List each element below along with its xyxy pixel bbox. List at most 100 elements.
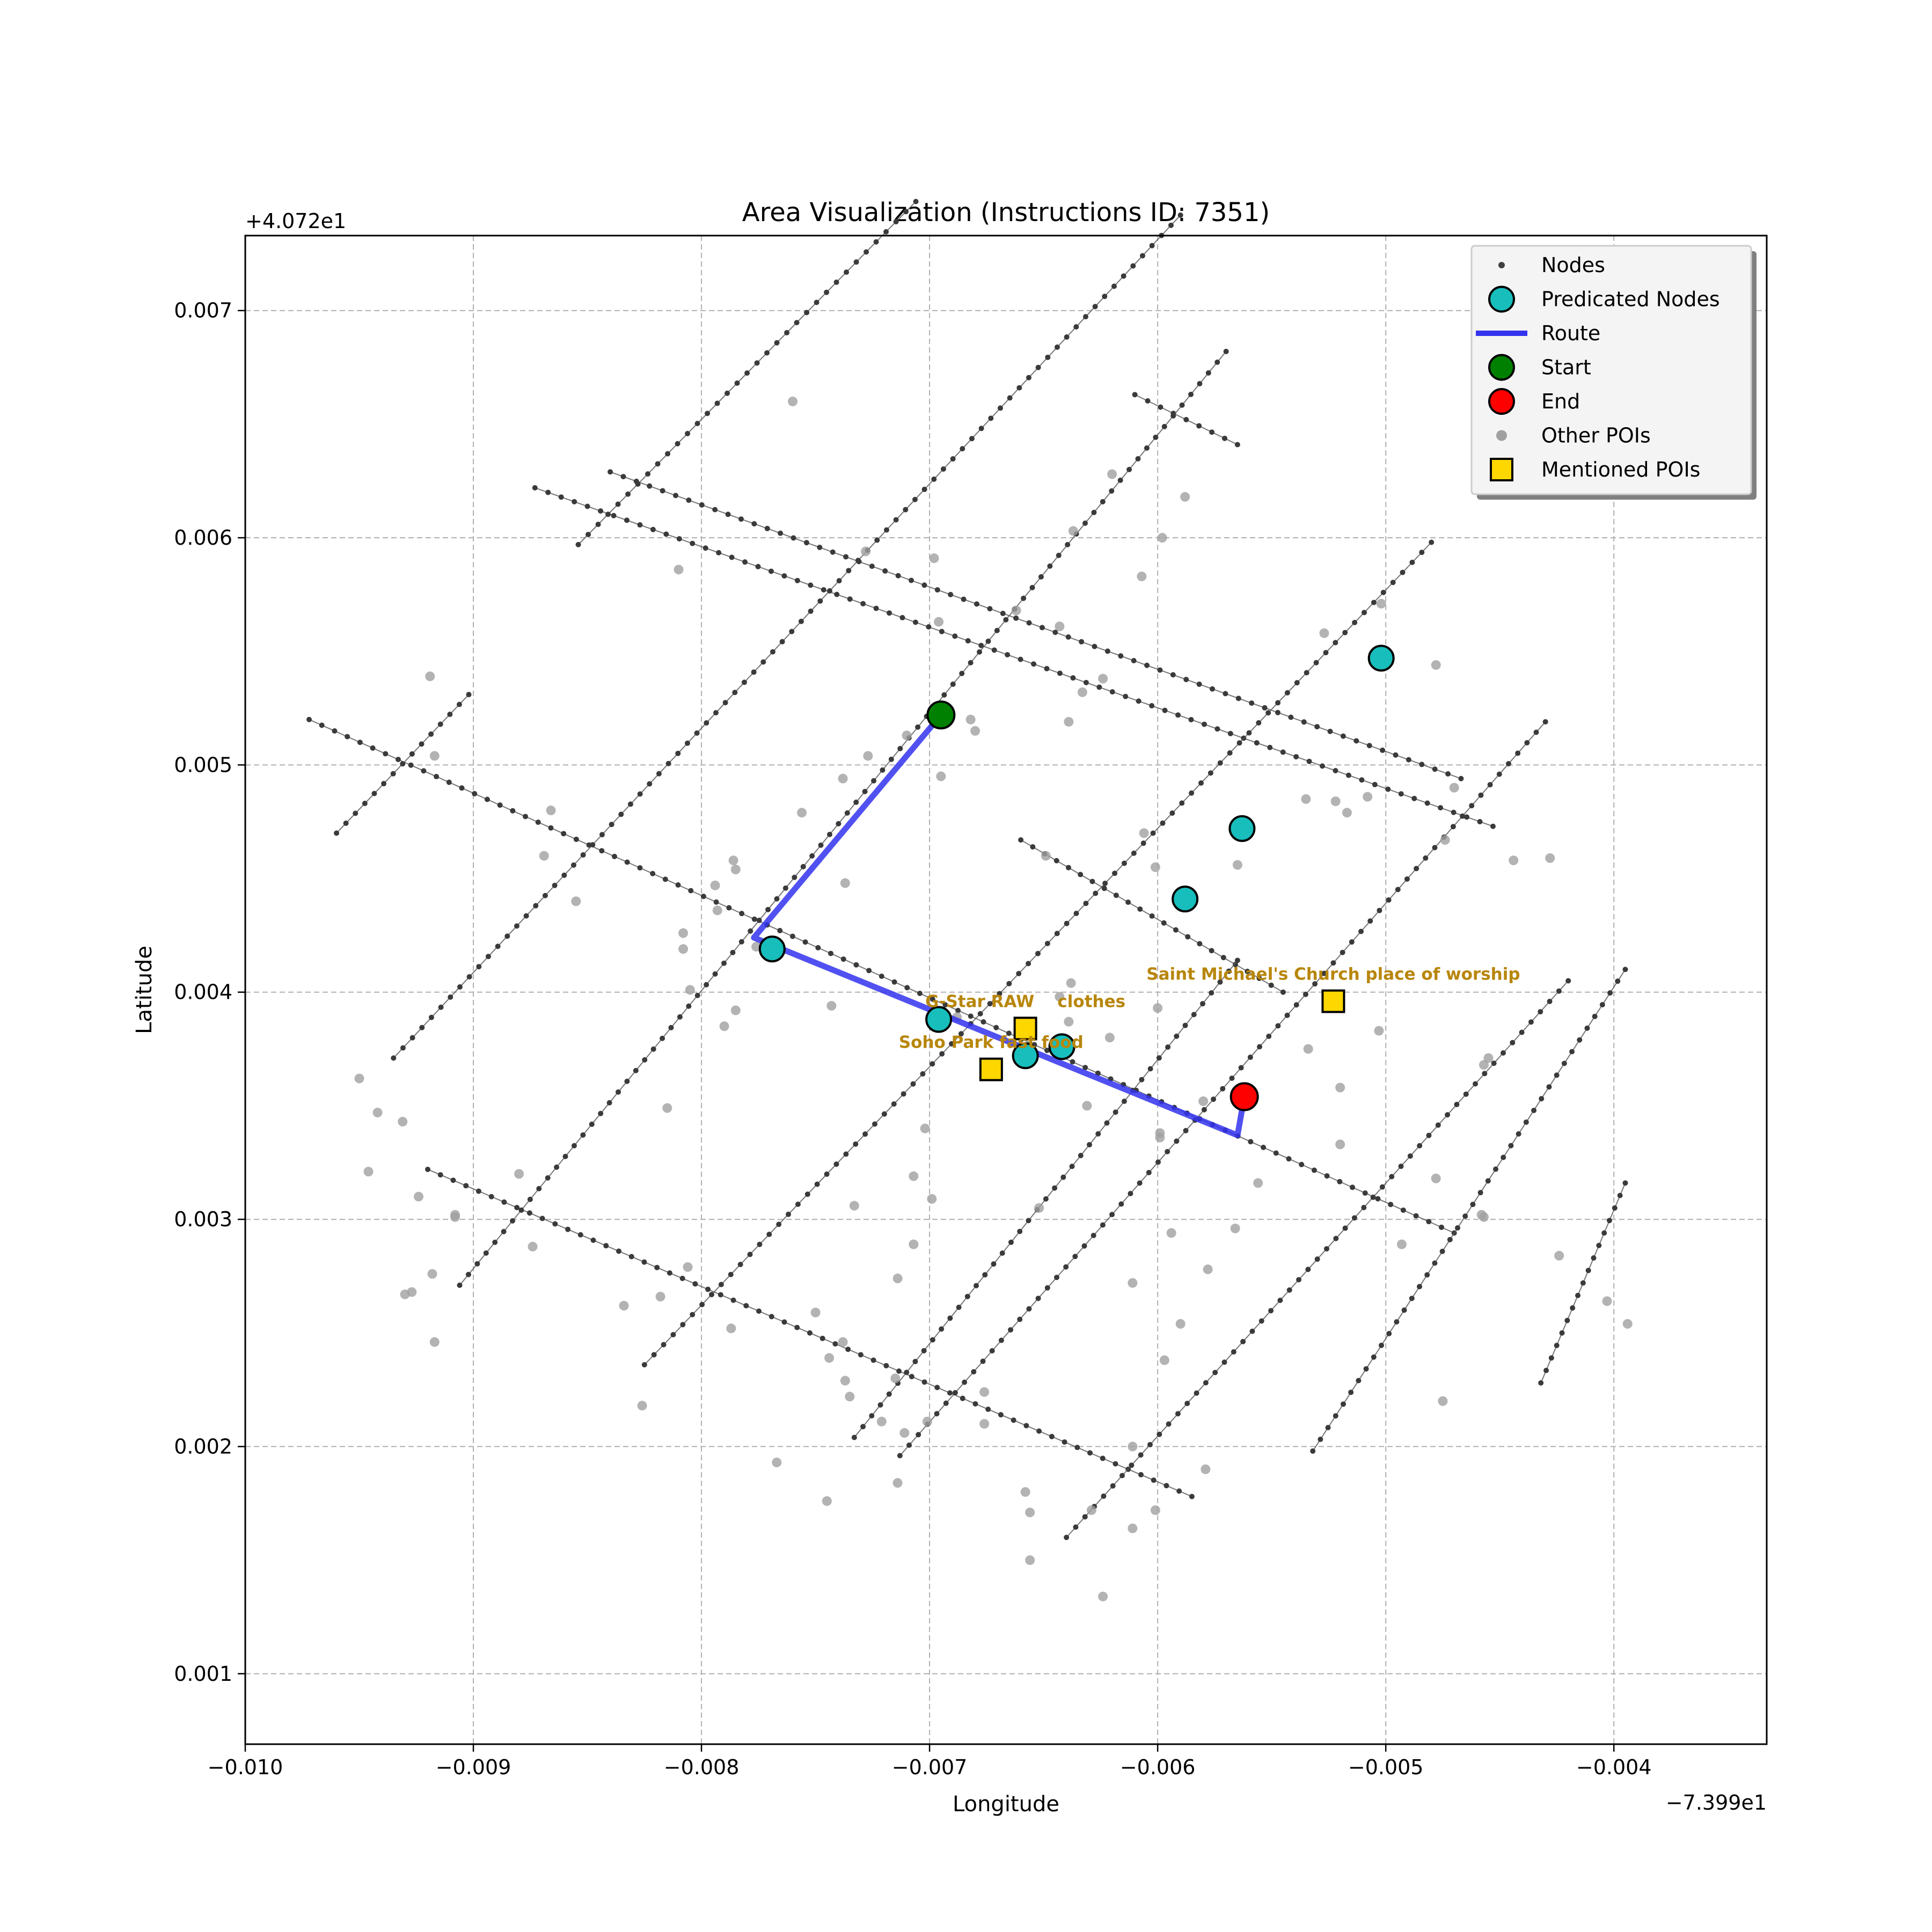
other-poi	[1041, 851, 1051, 861]
node-dot	[1023, 1423, 1029, 1429]
node-dot	[1078, 872, 1084, 877]
node-dot	[926, 624, 932, 630]
node-dot	[934, 587, 940, 593]
node-dot	[1356, 1378, 1362, 1384]
node-dot	[1147, 1441, 1153, 1447]
node-dot	[843, 1151, 849, 1157]
node-dot	[1073, 324, 1079, 330]
node-dot	[699, 502, 705, 508]
other-poi	[1201, 1464, 1211, 1474]
node-dot	[833, 279, 839, 285]
node-dot	[1052, 1185, 1058, 1191]
node-dot	[1538, 1380, 1544, 1386]
node-dot	[1131, 850, 1137, 856]
node-dot	[1548, 1355, 1554, 1361]
node-dot	[1432, 845, 1438, 851]
node-dot	[982, 1272, 988, 1278]
legend-circle-marker	[1488, 286, 1515, 313]
node-dot	[561, 872, 567, 878]
node-dot	[971, 1369, 977, 1375]
node-dot	[1072, 1254, 1078, 1260]
other-poi	[1086, 1505, 1096, 1515]
node-dot	[883, 527, 889, 533]
node-dot	[1301, 719, 1307, 725]
node-dot	[1157, 667, 1163, 673]
node-dot	[390, 771, 396, 777]
node-dot	[993, 1024, 999, 1030]
node-dot	[1349, 939, 1355, 945]
node-dot	[483, 1250, 489, 1256]
node-dot	[1188, 391, 1194, 397]
node-dot	[948, 591, 954, 597]
node-dot	[1196, 423, 1202, 429]
node-dot	[1400, 569, 1406, 575]
node-dot	[863, 249, 869, 255]
node-dot	[1177, 212, 1183, 218]
node-dot	[1612, 1205, 1618, 1211]
node-dot	[862, 1131, 868, 1137]
other-poi	[826, 1001, 837, 1011]
node-dot	[1026, 375, 1031, 380]
node-dot	[1043, 1196, 1049, 1202]
legend-circle-marker	[1488, 354, 1515, 381]
other-poi	[1230, 1224, 1240, 1234]
node-dot	[828, 950, 834, 956]
node-dot	[334, 830, 340, 836]
node-dot	[934, 1385, 940, 1391]
node-dot	[789, 933, 795, 939]
node-dot	[1168, 222, 1174, 228]
node-dot	[532, 485, 538, 491]
other-poi	[730, 1005, 741, 1015]
other-poi	[1137, 572, 1147, 582]
node-dot	[1126, 466, 1132, 472]
other-poi	[1479, 1060, 1489, 1070]
node-dot	[475, 1188, 481, 1194]
node-dot	[1008, 1239, 1014, 1245]
node-dot	[1249, 700, 1255, 706]
node-dot	[819, 1335, 825, 1341]
node-dot	[952, 633, 958, 639]
node-dot	[1477, 819, 1483, 825]
node-dot	[1407, 1153, 1413, 1159]
node-dot	[1288, 714, 1294, 720]
node-dot	[1261, 1145, 1267, 1151]
node-dot	[670, 1331, 676, 1337]
node-dot	[1363, 1366, 1369, 1372]
node-dot	[1006, 980, 1012, 986]
node-dot	[598, 508, 604, 514]
node-dot	[694, 730, 700, 736]
node-dot	[1564, 1318, 1570, 1323]
node-dot	[777, 928, 783, 934]
node-dot	[879, 974, 884, 979]
node-dot	[1064, 920, 1070, 926]
node-dot	[552, 882, 558, 888]
node-dot	[595, 522, 601, 528]
other-poi	[398, 1117, 408, 1127]
node-dot	[463, 1183, 469, 1189]
y-tick-label: 0.001	[174, 1662, 232, 1686]
node-dot	[306, 716, 312, 722]
node-dot	[419, 741, 425, 747]
node-dot	[586, 531, 591, 537]
node-dot	[730, 1297, 736, 1303]
node-dot	[1375, 1196, 1381, 1202]
node-dot	[968, 660, 974, 665]
node-dot	[1056, 552, 1062, 558]
node-dot	[1227, 730, 1233, 736]
node-dot	[998, 1337, 1004, 1343]
node-dot	[1617, 1192, 1623, 1198]
other-poi	[1342, 808, 1352, 818]
node-dot	[883, 229, 889, 235]
other-poi	[1159, 1355, 1169, 1365]
node-dot	[1577, 1037, 1583, 1043]
legend-poi-marker	[1496, 430, 1507, 441]
node-dot	[545, 1175, 551, 1181]
node-dot	[1275, 709, 1280, 715]
y-offset-label: +4.072e1	[245, 209, 346, 233]
node-dot	[939, 628, 945, 634]
node-dot	[383, 751, 389, 757]
node-dot	[1145, 398, 1151, 404]
node-dot	[1102, 880, 1108, 886]
node-dot	[1409, 1296, 1415, 1301]
node-dot	[947, 1315, 953, 1321]
